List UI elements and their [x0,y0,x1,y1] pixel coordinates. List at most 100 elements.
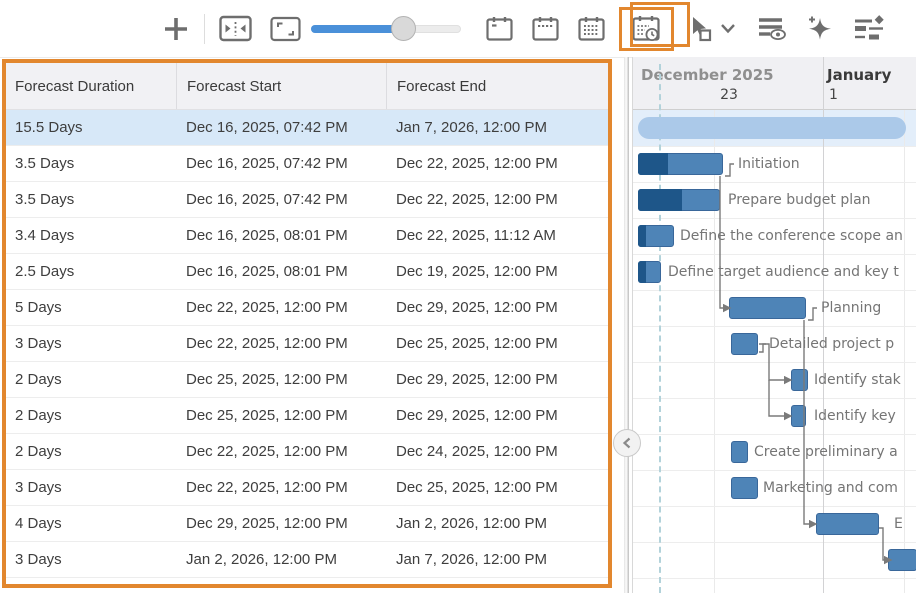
panel-splitter[interactable] [624,57,629,593]
cell-forecast-duration: 2 Days [15,371,62,388]
task-progress-fill [638,153,668,175]
toolbar [0,0,916,58]
gridline [904,110,905,593]
gantt-timeline-header: December 2025 January 23 1 [633,57,916,110]
cell-forecast-duration: 4 Days [15,515,62,532]
cell-forecast-start: Dec 25, 2025, 12:00 PM [186,371,348,388]
scale-month-button[interactable] [577,15,606,43]
table-row[interactable]: 3 Days Dec 22, 2025, 12:00 PM Dec 25, 20… [6,326,608,362]
cell-forecast-start: Dec 22, 2025, 12:00 PM [186,299,348,316]
cell-forecast-start: Dec 16, 2025, 08:01 PM [186,227,348,244]
timeline-day-tick: 23 [720,87,738,103]
gantt-task-bar[interactable] [638,153,723,175]
auto-schedule-button[interactable] [804,14,835,43]
cell-forecast-duration: 2.5 Days [15,263,75,280]
zoom-slider-knob[interactable] [391,15,416,41]
selection-mode-button[interactable] [686,15,716,43]
cell-forecast-end: Dec 22, 2025, 12:00 PM [396,155,558,172]
zoom-slider[interactable] [311,15,461,42]
cell-forecast-start: Dec 25, 2025, 12:00 PM [186,407,348,424]
gantt-task-label: Identify key [814,408,896,424]
cell-forecast-end: Dec 22, 2025, 11:12 AM [396,227,556,244]
gantt-task-label: Initiation [738,156,800,172]
table-row[interactable]: 3.5 Days Dec 16, 2025, 07:42 PM Dec 22, … [6,182,608,218]
sparkle-icon [809,16,831,40]
forecast-calendar-highlight [619,6,674,51]
selection-mode-dropdown[interactable] [720,23,736,34]
gantt-task-bar[interactable] [638,225,674,247]
gantt-task-bar[interactable] [791,369,808,391]
pointer-select-icon [693,16,712,41]
table-row[interactable]: 2.5 Days Dec 16, 2025, 08:01 PM Dec 19, … [6,254,608,290]
collapse-panel-button[interactable] [613,429,641,457]
zoom-slider-fill [311,24,404,33]
table-header: Forecast Duration Forecast Start Forecas… [6,63,608,110]
timeline-day-tick: 1 [829,87,838,103]
cell-forecast-end: Dec 25, 2025, 12:00 PM [396,479,558,496]
gantt-task-label: Marketing and com [763,480,898,496]
row-gridline [633,326,916,327]
table-row[interactable]: 3.4 Days Dec 16, 2025, 08:01 PM Dec 22, … [6,218,608,254]
forecast-calendar-button[interactable] [631,14,662,44]
table-row[interactable]: 4 Days Dec 29, 2025, 12:00 PM Jan 2, 202… [6,506,608,542]
cell-forecast-end: Dec 29, 2025, 12:00 PM [396,371,558,388]
cell-forecast-end: Dec 29, 2025, 12:00 PM [396,407,558,424]
cell-forecast-duration: 5 Days [15,299,62,316]
row-gridline [633,506,916,507]
row-gridline [633,398,916,399]
cell-forecast-duration: 2 Days [15,407,62,424]
gantt-task-label: Prepare budget plan [728,192,871,208]
cell-forecast-duration: 15.5 Days [15,119,83,136]
table-row[interactable]: 3.5 Days Dec 16, 2025, 07:42 PM Dec 22, … [6,146,608,182]
table-row[interactable]: 2 Days Dec 25, 2025, 12:00 PM Dec 29, 20… [6,362,608,398]
gantt-task-label: E [894,516,903,532]
row-gridline [633,470,916,471]
cell-forecast-start: Dec 16, 2025, 07:42 PM [186,191,348,208]
column-header-forecast-end[interactable]: Forecast End [386,63,608,109]
gantt-task-bar[interactable] [731,333,758,355]
add-task-button[interactable] [162,15,190,43]
gantt-task-bar[interactable] [888,549,916,571]
cell-forecast-duration: 3 Days [15,479,62,496]
timeline-month-label: December 2025 [641,66,774,84]
table-row[interactable]: 5 Days Dec 22, 2025, 12:00 PM Dec 29, 20… [6,290,608,326]
column-header-forecast-start[interactable]: Forecast Start [176,63,386,109]
gantt-task-bar[interactable] [638,189,720,211]
cell-forecast-end: Dec 19, 2025, 12:00 PM [396,263,558,280]
row-layout-settings-icon [855,15,884,40]
table-row[interactable]: 2 Days Dec 22, 2025, 12:00 PM Dec 24, 20… [6,434,608,470]
cell-forecast-start: Dec 16, 2025, 08:01 PM [186,263,348,280]
table-row[interactable]: 3 Days Dec 22, 2025, 12:00 PM Dec 25, 20… [6,470,608,506]
scale-day-button[interactable] [485,15,514,43]
row-gridline [633,362,916,363]
cell-forecast-end: Dec 22, 2025, 12:00 PM [396,191,558,208]
collapse-columns-button[interactable] [219,15,252,42]
cell-forecast-duration: 3.5 Days [15,191,75,208]
gantt-task-bar[interactable] [729,297,806,319]
gantt-summary-bar[interactable] [638,117,906,139]
task-progress-fill [638,261,646,283]
gantt-task-bar[interactable] [731,477,758,499]
gantt-task-bar[interactable] [816,513,879,535]
scale-week-button[interactable] [531,15,560,43]
table-row[interactable]: 2 Days Dec 25, 2025, 12:00 PM Dec 29, 20… [6,398,608,434]
expand-chart-button[interactable] [270,16,301,42]
gantt-task-bar[interactable] [731,441,748,463]
gantt-task-bar[interactable] [791,405,806,427]
gantt-task-bar[interactable] [638,261,661,283]
row-visibility-button[interactable] [756,15,787,42]
column-header-forecast-duration[interactable]: Forecast Duration [15,77,135,95]
table-row[interactable]: 15.5 Days Dec 16, 2025, 07:42 PM Jan 7, … [6,110,608,146]
cell-forecast-start: Dec 22, 2025, 12:00 PM [186,443,348,460]
table-row[interactable]: 3 Days Jan 2, 2026, 12:00 PM Jan 7, 2026… [6,542,608,578]
calendar-month-icon [578,16,605,41]
plus-icon [165,17,187,40]
timeline-month-label: January [827,66,892,84]
chart-settings-button[interactable] [852,15,885,42]
cell-forecast-start: Dec 22, 2025, 12:00 PM [186,479,348,496]
row-gridline [633,434,916,435]
cell-forecast-end: Dec 25, 2025, 12:00 PM [396,335,558,352]
cell-forecast-duration: 3 Days [15,335,62,352]
cell-forecast-start: Dec 29, 2025, 12:00 PM [186,515,348,532]
